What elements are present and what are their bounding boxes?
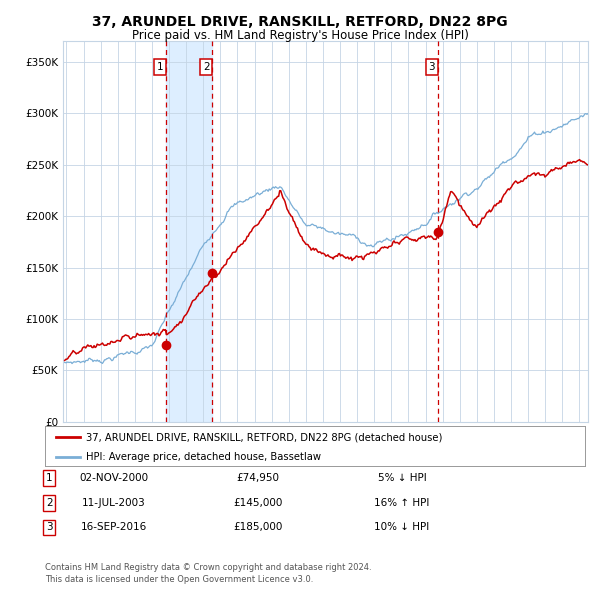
Text: Price paid vs. HM Land Registry's House Price Index (HPI): Price paid vs. HM Land Registry's House … xyxy=(131,29,469,42)
Text: 37, ARUNDEL DRIVE, RANSKILL, RETFORD, DN22 8PG (detached house): 37, ARUNDEL DRIVE, RANSKILL, RETFORD, DN… xyxy=(86,432,442,442)
Text: 5% ↓ HPI: 5% ↓ HPI xyxy=(377,473,427,483)
Text: £185,000: £185,000 xyxy=(233,523,283,532)
Text: 10% ↓ HPI: 10% ↓ HPI xyxy=(374,523,430,532)
Text: 11-JUL-2003: 11-JUL-2003 xyxy=(82,498,146,507)
Text: 1: 1 xyxy=(46,473,53,483)
Text: £145,000: £145,000 xyxy=(233,498,283,507)
Text: 02-NOV-2000: 02-NOV-2000 xyxy=(79,473,149,483)
Text: 1: 1 xyxy=(157,62,164,72)
Text: Contains HM Land Registry data © Crown copyright and database right 2024.: Contains HM Land Registry data © Crown c… xyxy=(45,563,371,572)
Text: HPI: Average price, detached house, Bassetlaw: HPI: Average price, detached house, Bass… xyxy=(86,453,320,463)
Text: 16% ↑ HPI: 16% ↑ HPI xyxy=(374,498,430,507)
Text: This data is licensed under the Open Government Licence v3.0.: This data is licensed under the Open Gov… xyxy=(45,575,313,584)
Text: 16-SEP-2016: 16-SEP-2016 xyxy=(81,523,147,532)
Text: £74,950: £74,950 xyxy=(236,473,280,483)
Text: 3: 3 xyxy=(46,523,53,532)
Text: 2: 2 xyxy=(46,498,53,507)
Text: 2: 2 xyxy=(203,62,209,72)
Text: 3: 3 xyxy=(428,62,435,72)
Text: 37, ARUNDEL DRIVE, RANSKILL, RETFORD, DN22 8PG: 37, ARUNDEL DRIVE, RANSKILL, RETFORD, DN… xyxy=(92,15,508,30)
Bar xyxy=(166,41,212,422)
